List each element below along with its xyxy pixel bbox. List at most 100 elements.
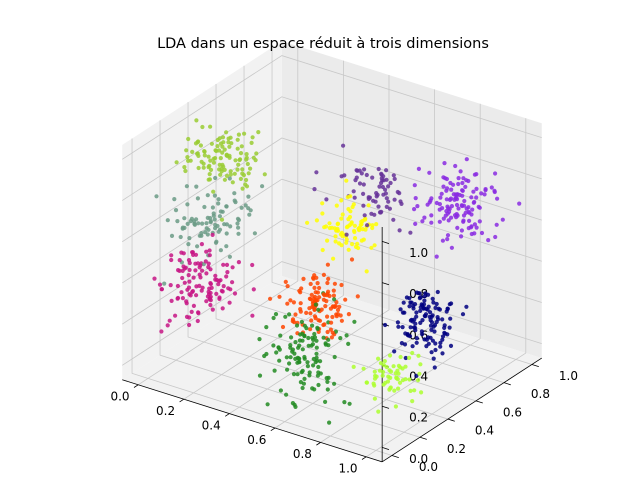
data-point — [302, 354, 307, 360]
data-point — [372, 212, 377, 217]
data-point — [352, 229, 357, 235]
data-point — [204, 249, 209, 254]
data-point — [323, 342, 328, 347]
data-point — [321, 297, 326, 302]
data-point — [464, 178, 469, 183]
data-point — [193, 268, 198, 273]
data-point — [412, 183, 417, 188]
data-point — [492, 189, 497, 195]
data-point — [224, 231, 229, 236]
data-point — [489, 185, 494, 190]
data-point — [183, 168, 188, 174]
data-point — [175, 283, 180, 289]
data-point — [472, 199, 477, 205]
data-point — [380, 369, 386, 375]
y-tick — [475, 400, 483, 404]
data-point — [224, 244, 229, 249]
data-point — [180, 226, 185, 231]
data-point — [277, 294, 282, 299]
data-point — [391, 364, 396, 369]
data-point — [189, 309, 194, 314]
data-point — [172, 197, 177, 202]
data-point — [442, 325, 447, 330]
data-point — [395, 320, 400, 325]
data-point — [418, 362, 423, 367]
data-point — [214, 148, 219, 154]
data-point — [308, 281, 313, 287]
data-point — [461, 218, 466, 223]
data-point — [347, 401, 352, 406]
data-point — [429, 320, 435, 325]
data-point — [409, 300, 414, 305]
data-point — [371, 381, 376, 386]
data-point — [248, 208, 253, 213]
data-point — [414, 310, 419, 315]
data-point — [361, 203, 366, 208]
data-point — [459, 203, 464, 208]
data-point — [445, 237, 450, 242]
data-point — [290, 401, 295, 406]
data-point — [443, 331, 448, 336]
data-point — [428, 335, 433, 340]
data-point — [214, 291, 219, 296]
data-point — [381, 192, 386, 197]
data-point — [181, 251, 186, 256]
data-point — [260, 184, 265, 189]
z-tick-label: 0.2 — [409, 411, 428, 425]
data-point — [433, 305, 438, 310]
grid-line-x — [229, 75, 390, 414]
data-point — [366, 203, 371, 208]
data-point — [362, 213, 367, 218]
data-point — [339, 318, 344, 323]
data-point — [352, 236, 358, 241]
data-point — [215, 144, 220, 149]
data-point — [159, 329, 164, 334]
data-point — [217, 136, 222, 141]
data-point — [329, 225, 334, 230]
data-point — [462, 198, 467, 204]
data-point — [321, 335, 326, 340]
data-point — [369, 245, 374, 250]
data-point — [421, 306, 426, 311]
data-point — [382, 359, 387, 364]
data-point — [321, 272, 326, 277]
data-point — [236, 260, 241, 265]
x-tick — [361, 456, 367, 460]
data-point — [448, 343, 454, 348]
x-tick — [270, 427, 276, 432]
data-point — [208, 267, 213, 272]
data-point — [208, 158, 213, 163]
data-point — [364, 172, 369, 178]
data-point — [220, 150, 225, 155]
grid-line-z — [122, 261, 542, 366]
data-point — [379, 209, 384, 214]
data-point — [391, 173, 396, 178]
data-point — [232, 291, 238, 296]
data-point — [264, 325, 269, 330]
data-point — [320, 211, 325, 216]
data-point — [400, 325, 405, 330]
data-point — [384, 177, 389, 182]
data-point — [201, 165, 206, 170]
data-point — [284, 355, 289, 360]
data-point — [396, 386, 401, 391]
data-point — [469, 225, 474, 230]
data-point — [416, 291, 421, 296]
y-tick — [531, 364, 539, 368]
scatter-points — [152, 118, 522, 425]
data-point — [449, 187, 454, 192]
data-point — [440, 206, 445, 211]
data-point — [482, 192, 487, 197]
data-point — [221, 284, 226, 289]
data-point — [238, 151, 244, 156]
z-tick — [382, 241, 390, 244]
data-point — [388, 385, 393, 390]
data-point — [239, 205, 244, 210]
data-point — [440, 317, 445, 322]
data-point — [198, 143, 203, 148]
data-point — [403, 355, 408, 361]
data-point — [199, 242, 204, 247]
data-point — [459, 234, 464, 239]
data-point — [299, 319, 304, 324]
data-point — [376, 409, 381, 414]
